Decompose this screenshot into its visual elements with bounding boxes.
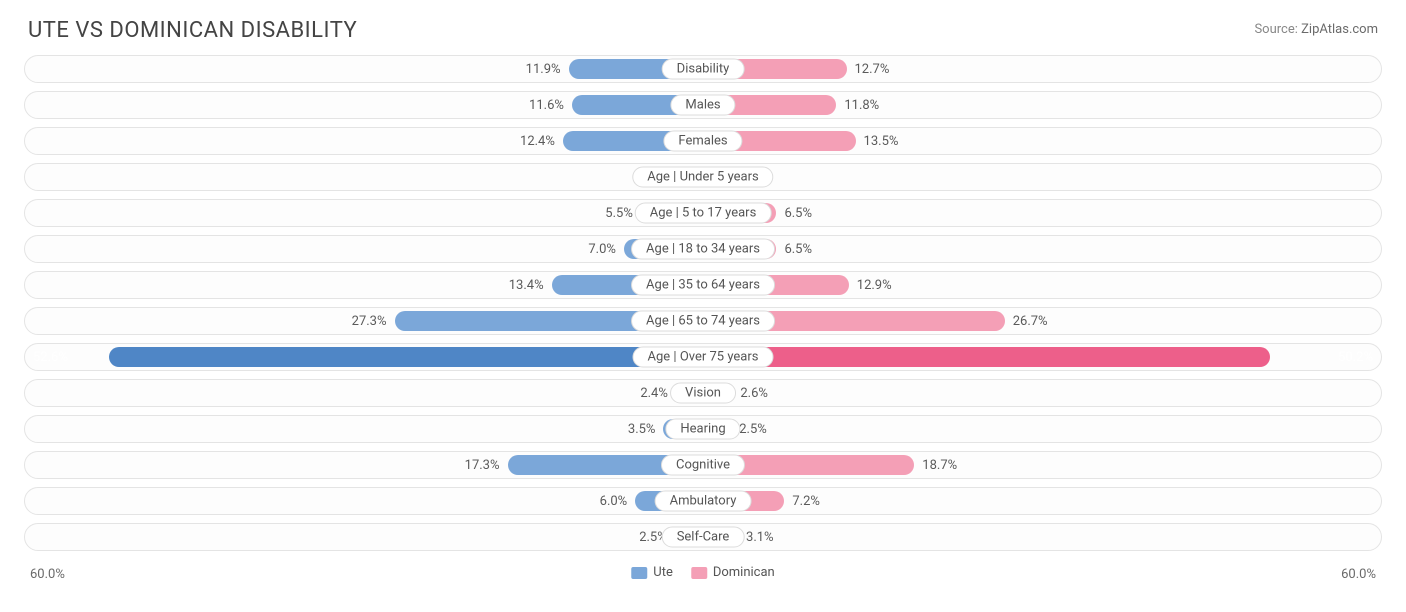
axis-max-left: 60.0%	[30, 567, 65, 582]
category-label: Age | 18 to 34 years	[631, 239, 775, 260]
value-label-right: 6.5%	[784, 200, 812, 226]
value-label-left: 3.5%	[628, 416, 656, 442]
source-label: Source:	[1254, 22, 1297, 37]
category-label: Age | Over 75 years	[633, 347, 774, 368]
category-label: Age | 35 to 64 years	[631, 275, 775, 296]
value-label-right: 2.5%	[739, 416, 767, 442]
category-label: Age | 5 to 17 years	[635, 203, 772, 224]
bar-row: 52.6% 50.2% Age | Over 75 years	[24, 343, 1382, 371]
value-label-left: 5.5%	[605, 200, 633, 226]
category-label: Males	[670, 95, 735, 116]
category-label: Cognitive	[661, 455, 745, 476]
bar-row: 11.6% 11.8% Males	[24, 91, 1382, 119]
category-label: Self-Care	[662, 527, 745, 548]
value-label-right: 13.5%	[864, 128, 899, 154]
bar-row: 17.3% 18.7% Cognitive	[24, 451, 1382, 479]
chart-source: Source: ZipAtlas.com	[1254, 22, 1378, 37]
category-label: Vision	[670, 383, 736, 404]
source-value: ZipAtlas.com	[1301, 22, 1378, 37]
legend-item-dominican: Dominican	[691, 565, 775, 580]
legend-swatch-ute	[631, 567, 647, 579]
value-label-left: 11.9%	[526, 56, 561, 82]
value-label-right: 26.7%	[1013, 308, 1048, 334]
category-label: Females	[663, 131, 742, 152]
value-label-right: 50.2%	[1338, 344, 1373, 370]
bar-right	[703, 347, 1270, 367]
axis-max-right: 60.0%	[1341, 567, 1376, 582]
category-label: Disability	[662, 59, 745, 80]
chart-title: UTE VS DOMINICAN DISABILITY	[28, 18, 357, 43]
bar-row: 5.5% 6.5% Age | 5 to 17 years	[24, 199, 1382, 227]
bar-row: 3.5% 2.5%Hearing	[24, 415, 1382, 443]
value-label-right: 2.6%	[740, 380, 768, 406]
diverging-bar-chart: 11.9% 12.7% Disability 11.6% 11.8% Males 12.4%…	[0, 53, 1406, 565]
legend-label-dominican: Dominican	[713, 565, 775, 580]
value-label-right: 18.7%	[922, 452, 957, 478]
value-label-left: 7.0%	[588, 236, 616, 262]
bar-row: 12.4% 13.5% Females	[24, 127, 1382, 155]
legend-swatch-dominican	[691, 567, 707, 579]
value-label-right: 12.9%	[857, 272, 892, 298]
bar-left	[109, 347, 703, 367]
bar-row: 27.3% 26.7% Age | 65 to 74 years	[24, 307, 1382, 335]
bar-row: 13.4% 12.9% Age | 35 to 64 years	[24, 271, 1382, 299]
legend-label-ute: Ute	[653, 565, 673, 580]
legend: Ute Dominican	[631, 565, 774, 580]
bar-row: 6.0% 7.2% Ambulatory	[24, 487, 1382, 515]
value-label-right: 6.5%	[784, 236, 812, 262]
category-label: Hearing	[665, 419, 740, 440]
value-label-left: 13.4%	[509, 272, 544, 298]
value-label-left: 17.3%	[465, 452, 500, 478]
category-label: Age | Under 5 years	[632, 167, 773, 188]
bar-row: 0.86%1.1%Age | Under 5 years	[24, 163, 1382, 191]
value-label-right: 7.2%	[792, 488, 820, 514]
bar-row: 2.5%3.1%Self-Care	[24, 523, 1382, 551]
category-label: Ambulatory	[655, 491, 752, 512]
value-label-left: 6.0%	[600, 488, 628, 514]
value-label-right: 11.8%	[844, 92, 879, 118]
value-label-left: 52.6%	[33, 344, 68, 370]
value-label-right: 12.7%	[855, 56, 890, 82]
bar-row: 2.4% 2.6%Vision	[24, 379, 1382, 407]
value-label-left: 11.6%	[529, 92, 564, 118]
value-label-left: 12.4%	[520, 128, 555, 154]
bar-row: 7.0% 6.5% Age | 18 to 34 years	[24, 235, 1382, 263]
value-label-left: 27.3%	[352, 308, 387, 334]
bar-row: 11.9% 12.7% Disability	[24, 55, 1382, 83]
chart-header: UTE VS DOMINICAN DISABILITY Source: ZipA…	[0, 0, 1406, 53]
value-label-right: 3.1%	[746, 524, 774, 550]
chart-footer: 60.0% Ute Dominican 60.0%	[0, 565, 1406, 591]
category-label: Age | 65 to 74 years	[631, 311, 775, 332]
value-label-left: 2.4%	[640, 380, 668, 406]
legend-item-ute: Ute	[631, 565, 673, 580]
